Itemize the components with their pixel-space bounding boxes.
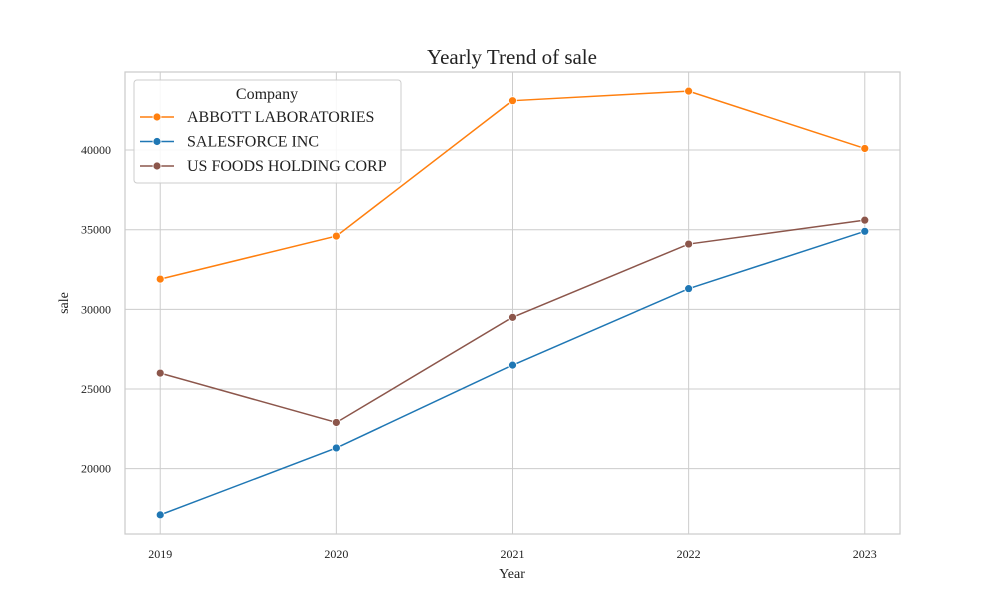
legend-marker [152, 137, 162, 146]
data-point [331, 418, 341, 427]
data-point [860, 226, 870, 236]
series-2 [155, 215, 870, 427]
legend: Company ABBOTT LABORATORIES SALESFORCE IN… [133, 79, 402, 184]
y-axis-ticks: 20000 25000 30000 35000 40000 [81, 143, 111, 476]
data-point [155, 368, 165, 378]
data-point [684, 284, 694, 294]
legend-label: ABBOTT LABORATORIES [187, 109, 374, 126]
legend-item: ABBOTT LABORATORIES [140, 109, 374, 126]
data-point [155, 274, 165, 284]
chart-title: Yearly Trend of sale [427, 45, 597, 69]
x-tick-label: 2020 [324, 547, 348, 561]
y-tick-label: 30000 [81, 302, 111, 316]
data-point [508, 360, 517, 370]
legend-items: ABBOTT LABORATORIES SALESFORCE INC US FOOD… [140, 109, 387, 175]
data-point [860, 144, 870, 153]
data-point [684, 239, 694, 249]
data-point [331, 443, 341, 453]
x-tick-label: 2019 [148, 547, 172, 561]
y-tick-label: 25000 [81, 382, 111, 396]
legend-item: US FOODS HOLDING CORP [140, 158, 387, 175]
legend-marker [152, 112, 162, 122]
x-tick-label: 2023 [853, 547, 877, 561]
x-tick-label: 2022 [677, 547, 701, 561]
series-layer [155, 86, 870, 520]
x-axis-label: Year [499, 567, 525, 582]
legend-label: US FOODS HOLDING CORP [187, 158, 387, 175]
legend-item: SALESFORCE INC [140, 134, 319, 151]
plot-frame [124, 71, 901, 535]
data-point [860, 215, 870, 225]
y-tick-label: 20000 [81, 462, 111, 476]
y-axis-label: sale [57, 292, 72, 314]
legend-marker [152, 161, 162, 171]
series-0 [155, 86, 870, 284]
data-point [684, 86, 694, 96]
data-point [508, 96, 517, 106]
y-tick-label: 35000 [81, 223, 111, 237]
x-tick-label: 2021 [501, 547, 525, 561]
x-axis-ticks: 2019 2020 2021 2022 2023 [148, 547, 877, 561]
legend-box [133, 79, 402, 184]
legend-title: Company [236, 86, 298, 103]
y-tick-label: 40000 [81, 143, 111, 157]
series-1 [155, 226, 870, 520]
legend-label: SALESFORCE INC [187, 134, 319, 151]
data-point [508, 312, 517, 322]
data-point [155, 510, 165, 520]
data-point [331, 231, 341, 241]
